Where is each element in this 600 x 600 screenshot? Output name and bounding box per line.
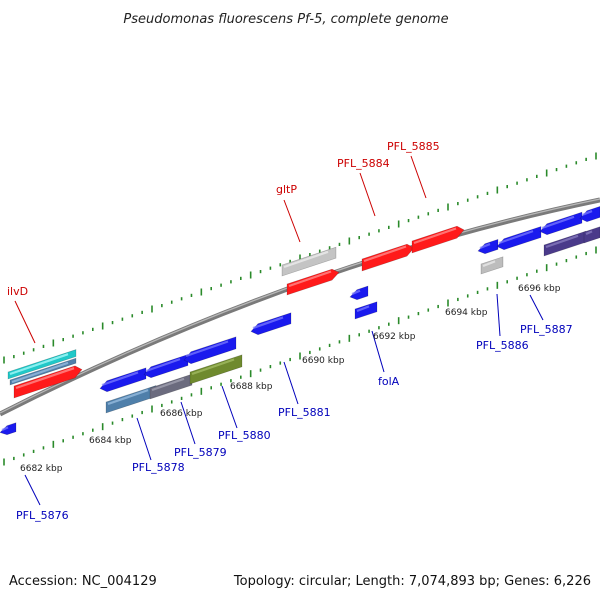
- scale-label-6696: 6696 kbp: [518, 284, 561, 294]
- gene-label-PFL_5884[interactable]: PFL_5884: [337, 157, 390, 170]
- gene-ilvD-teal-highlight: [9, 353, 69, 376]
- gene-label-PFL_5886[interactable]: PFL_5886: [476, 339, 529, 352]
- leader-PFL_5878: [136, 417, 152, 461]
- gene-ilvD-steel-highlight: [11, 361, 69, 384]
- gene-PFL_5886-highlight: [482, 260, 496, 268]
- gene-folA-a-highlight: [351, 289, 361, 296]
- gene-PFL_5887-highlight: [545, 234, 579, 249]
- gene-PFL_5886[interactable]: [480, 256, 504, 275]
- leader-PFL_5881: [283, 361, 299, 405]
- accession-text: Accession: NC_004129: [9, 574, 157, 589]
- gene-label-PFL_5880[interactable]: PFL_5880: [218, 429, 271, 442]
- gene-label-PFL_5879[interactable]: PFL_5879: [174, 446, 227, 459]
- gene-gltP[interactable]: [286, 268, 340, 296]
- gene-PFL_5884[interactable]: [361, 243, 415, 272]
- gene-blue-e-highlight: [498, 230, 534, 245]
- gene-PFL_5876-highlight: [1, 426, 9, 432]
- gene-ilvD-highlight: [15, 367, 75, 390]
- outer-tick-ring: [3, 152, 597, 364]
- leader-PFL_5876: [24, 474, 41, 506]
- gene-PFL_5887[interactable]: [543, 230, 587, 257]
- gene-label-ilvD[interactable]: ilvD: [7, 285, 28, 298]
- gene-PFL_5880-highlight: [191, 358, 235, 376]
- gene-blue-f-highlight: [541, 215, 575, 230]
- leader-folA: [371, 330, 385, 373]
- gene-label-PFL_5885[interactable]: PFL_5885: [387, 140, 440, 153]
- gene-folA-b[interactable]: [354, 301, 378, 320]
- gene-label-PFL_5887[interactable]: PFL_5887: [520, 323, 573, 336]
- gene-ilvD[interactable]: [13, 365, 83, 399]
- scale-label-6690: 6690 kbp: [302, 356, 345, 366]
- gene-folA-b-highlight: [356, 305, 370, 313]
- gene-label-PFL_5878[interactable]: PFL_5878: [132, 461, 185, 474]
- gene-label-gltP[interactable]: gltP: [276, 183, 297, 196]
- gene-blue-a-highlight: [101, 371, 139, 387]
- gene-blue-b-highlight: [145, 358, 181, 373]
- gene-gltP-grey-highlight: [283, 250, 329, 269]
- scale-label-6684: 6684 kbp: [89, 436, 132, 446]
- scale-label-6694: 6694 kbp: [445, 308, 488, 318]
- gene-label-PFL_5876[interactable]: PFL_5876: [16, 509, 69, 522]
- gene-blue-d-highlight: [479, 243, 491, 250]
- gene-PFL_5878-highlight: [107, 389, 149, 406]
- gene-folA-a[interactable]: [349, 285, 369, 301]
- topology-summary: Topology: circular; Length: 7,074,893 bp…: [233, 574, 591, 589]
- genome-backbone-highlight: [0, 198, 600, 414]
- label-leaders: [14, 155, 544, 506]
- gene-blue-b[interactable]: [143, 354, 189, 379]
- gene-PFL_5876[interactable]: [0, 422, 17, 436]
- genome-backbone: [0, 197, 600, 417]
- scale-label-6688: 6688 kbp: [230, 382, 273, 392]
- gene-label-PFL_5881[interactable]: PFL_5881: [278, 406, 331, 419]
- gene-arrows: [0, 206, 600, 436]
- map-title: Pseudomonas fluorescens Pf-5, complete g…: [123, 12, 448, 27]
- gene-PFL_5879[interactable]: [149, 373, 193, 400]
- gene-PFL_5885-highlight: [413, 227, 457, 245]
- scale-label-6686: 6686 kbp: [160, 409, 203, 419]
- gene-blue-a[interactable]: [99, 367, 147, 393]
- gene-violet-h-highlight: [585, 230, 593, 236]
- gene-blue-c-highlight: [185, 340, 229, 358]
- gene-label-folA[interactable]: folA: [378, 375, 400, 388]
- gene-PFL_5885[interactable]: [411, 225, 465, 254]
- scale-label-6692: 6692 kbp: [373, 332, 416, 342]
- gene-PFL_5881[interactable]: [250, 312, 292, 336]
- gene-gltP-highlight: [288, 270, 332, 288]
- gene-PFL_5879-highlight: [151, 377, 185, 392]
- gene-PFL_5884-highlight: [363, 245, 407, 263]
- gene-blue-d[interactable]: [477, 238, 499, 255]
- gene-blue-g[interactable]: [579, 206, 600, 223]
- leader-PFL_5886: [496, 293, 501, 337]
- leader-gltP: [283, 199, 301, 243]
- gene-violet-h[interactable]: [583, 226, 600, 244]
- gene-blue-f[interactable]: [539, 211, 583, 236]
- leader-PFL_5884: [359, 172, 376, 217]
- gene-PFL_5881-highlight: [252, 316, 284, 330]
- inner-tick-ring: [3, 246, 597, 466]
- scale-label-6682: 6682 kbp: [20, 464, 63, 474]
- leader-PFL_5887: [529, 294, 544, 321]
- leader-PFL_5885: [410, 155, 427, 199]
- leader-ilvD: [14, 300, 36, 344]
- leader-PFL_5880: [221, 385, 238, 429]
- leader-PFL_5879: [180, 401, 196, 445]
- gene-blue-e[interactable]: [496, 226, 542, 251]
- gene-blue-g-highlight: [581, 210, 593, 217]
